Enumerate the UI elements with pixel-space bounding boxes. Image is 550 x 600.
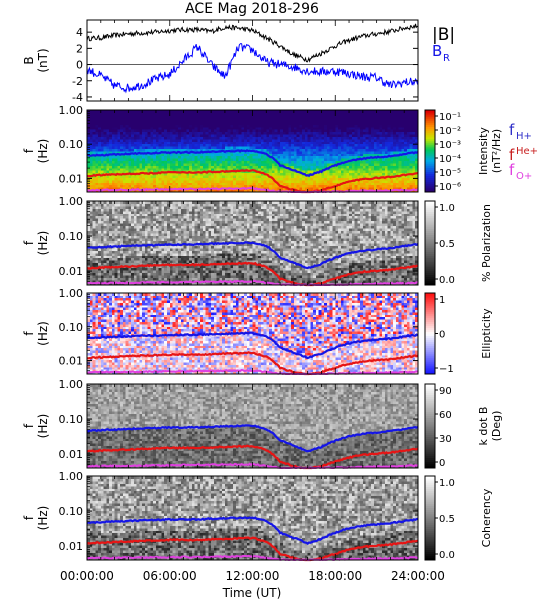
y-tick-label: 1.00: [59, 470, 84, 483]
y-tick-label: 1.00: [59, 104, 84, 117]
legend-O+-symbol: f: [509, 161, 515, 179]
panel-ellipticity: 1.00 0.10 0.01 f (Hz) 1 0 −1 Ellipticity: [22, 287, 493, 375]
wave-normal-y-label: f: [22, 423, 36, 428]
coherency-colorbar-label: Coherency: [480, 488, 493, 547]
legend-br-sub: R: [443, 53, 450, 64]
series-line-1: [87, 44, 418, 92]
wave-normal-colorbar-unit: (Deg): [490, 411, 503, 442]
intensity-colorbar-label: Intensity: [477, 127, 490, 175]
colorbar-tick-label: 90: [439, 386, 452, 397]
colorbar-tick-label: 10⁻⁴: [439, 154, 461, 165]
ellipticity-colorbar-label: Ellipticity: [480, 308, 493, 359]
panel-polarization: 1.00 0.10 0.01 f (Hz) 1.0 0.5 0.0 % Polarization: [22, 195, 493, 286]
colorbar-tick-label: 0.0: [439, 550, 455, 561]
colorbar-tick-label: 1.0: [439, 478, 455, 489]
colorbar-tick-label: 10⁻³: [439, 140, 461, 151]
y-tick-label: 0.10: [59, 413, 84, 426]
y-tick-label: 1.00: [59, 287, 84, 300]
y-tick-label: 0.01: [59, 265, 84, 278]
coherency-y-label: f: [22, 515, 36, 520]
polarization-y-unit: (Hz): [36, 231, 50, 256]
y-tick-label: 0.10: [59, 321, 84, 334]
panel-coherency: 1.00 0.10 0.01 f (Hz) 1.0 0.5 0.0 Coherency: [22, 470, 493, 561]
x-tick-label: 18:00:00: [308, 569, 362, 583]
y-tick-label: 4: [76, 26, 83, 39]
y-tick-label: 0.01: [59, 172, 84, 185]
colorbar-tick-label: 0: [439, 458, 445, 469]
intensity-colorbar-unit: (nT²/Hz): [490, 129, 503, 173]
series-line-0: [87, 24, 418, 62]
ellipticity-y-unit: (Hz): [36, 321, 50, 346]
wave-normal-y-unit: (Hz): [36, 414, 50, 439]
y-tick-label: 0.01: [59, 540, 84, 553]
panel-wave-normal: 1.00 0.10 0.01 f (Hz) 90 60 30 0 k dot B (Deg): [22, 378, 503, 469]
colorbar-tick-label: 10⁻²: [439, 126, 461, 137]
y-tick-label: 0.01: [59, 448, 84, 461]
y-tick-label: 0.10: [59, 505, 84, 518]
gyrofrequency-legend: f H+f He+f O+: [509, 121, 538, 182]
intensity-y-label: f: [22, 148, 36, 153]
coherency-y-unit: (Hz): [36, 506, 50, 531]
y-tick-label: 1.00: [59, 195, 84, 208]
wave-normal-colorbar-label: k dot B: [477, 407, 490, 446]
colorbar-tick-label: 60: [439, 410, 452, 421]
ellipticity-y-label: f: [22, 331, 36, 336]
x-axis-label: Time (UT): [222, 586, 282, 600]
colorbar-tick-label: 30: [439, 434, 452, 445]
legend-br: B: [432, 42, 442, 60]
colorbar-tick-label: 1.0: [439, 203, 455, 214]
intensity-colorbar: 10⁻¹ 10⁻² 10⁻³ 10⁻⁴ 10⁻⁵ 10⁻⁶ Intensity (nT²/Hz…: [425, 110, 503, 193]
polarization-colorbar: 1.0 0.5 0.0 % Polarization: [425, 201, 493, 286]
y-tick-label: 0.01: [59, 355, 84, 368]
colorbar-tick-label: 1: [439, 295, 445, 306]
x-tick-label: 12:00:00: [226, 569, 280, 583]
polarization-y-label: f: [22, 240, 36, 245]
legend-H+-label: H+: [516, 131, 532, 142]
x-tick-label: 24:00:00: [391, 569, 445, 583]
legend-He+-label: He+: [516, 146, 538, 157]
legend-H+-symbol: f: [509, 121, 515, 139]
x-tick-label: 00:00:00: [60, 569, 114, 583]
field-y-unit: (nT): [36, 48, 50, 72]
y-tick-label: 0.10: [59, 230, 84, 243]
y-tick-label: 0: [76, 59, 83, 72]
intensity-y-unit: (Hz): [36, 139, 50, 164]
colorbar-tick-label: 0.0: [439, 275, 455, 286]
figure-title: ACE Mag 2018-296: [185, 1, 319, 17]
field-y-label: B: [22, 56, 36, 64]
legend-O+-label: O+: [516, 171, 532, 182]
colorbar-tick-label: 0.5: [439, 514, 455, 525]
coherency-colorbar: 1.0 0.5 0.0 Coherency: [425, 476, 493, 561]
y-tick-label: 1.00: [59, 378, 84, 391]
y-tick-label: -4: [72, 91, 83, 104]
polarization-colorbar-label: % Polarization: [480, 204, 493, 282]
colorbar-tick-label: 0.5: [439, 239, 455, 250]
colorbar-tick-label: −1: [439, 364, 454, 375]
y-tick-label: 2: [76, 42, 83, 55]
colorbar-tick-label: 0: [439, 330, 445, 341]
ellipticity-colorbar: 1 0 −1 Ellipticity: [425, 293, 493, 375]
x-tick-label: 06:00:00: [143, 569, 197, 583]
colorbar-tick-label: 10⁻⁵: [439, 168, 461, 179]
wave-normal-colorbar: 90 60 30 0 k dot B (Deg): [425, 384, 503, 469]
colorbar-tick-label: 10⁻⁶: [439, 182, 461, 193]
y-tick-label: -2: [72, 75, 83, 88]
panel-intensity: 1.000.100.01f (Hz)10⁻¹10⁻²10⁻³10⁻⁴10⁻⁵10⁻…: [22, 104, 538, 193]
colorbar-tick-label: 10⁻¹: [439, 112, 461, 123]
y-tick-label: 0.10: [59, 138, 84, 151]
